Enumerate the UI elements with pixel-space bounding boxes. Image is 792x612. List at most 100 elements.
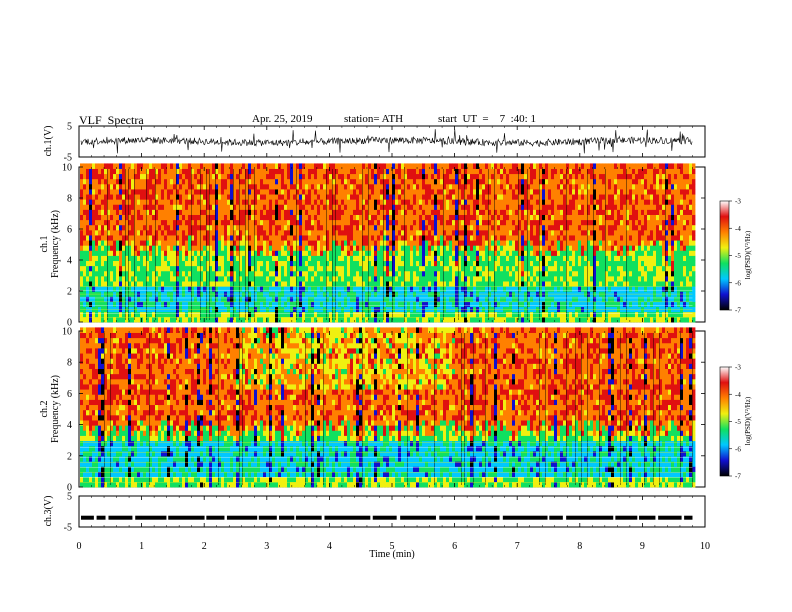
spectrogram-cell <box>452 296 456 302</box>
spectrogram-cell <box>524 199 528 205</box>
spectrogram-cell <box>419 301 423 308</box>
spectrogram-cell <box>464 260 468 267</box>
spectrogram-cell <box>266 255 270 262</box>
spectrogram-cell <box>377 199 381 205</box>
spectrogram-cell <box>314 224 318 231</box>
spectrogram-cell <box>482 229 486 236</box>
spectrogram-cell <box>95 229 99 236</box>
spectrogram-cell <box>296 265 300 272</box>
spectrogram-cell <box>518 275 522 282</box>
spectrogram-cell <box>527 235 531 241</box>
spectrogram-cell <box>155 286 159 292</box>
spectrogram-cell <box>260 270 264 277</box>
spectrogram-cell <box>251 178 255 185</box>
spectrogram-cell <box>440 214 444 221</box>
spectrogram-cell <box>86 209 90 215</box>
spectrogram-cell <box>548 275 552 282</box>
spectrogram-cell <box>404 189 408 195</box>
spectrogram-cell <box>182 275 186 282</box>
spectrogram-burst-line <box>215 169 216 320</box>
spectrogram-cell <box>152 311 156 318</box>
spectrogram-cell <box>173 296 177 302</box>
spectrogram-cell <box>149 189 153 195</box>
spectrogram-cell <box>503 178 507 185</box>
spectrogram-cell <box>86 311 90 318</box>
spectrogram-cell <box>233 183 237 190</box>
spectrogram-cell <box>95 219 99 226</box>
spectrogram-cell <box>503 245 507 251</box>
spectrogram-cell <box>221 281 225 287</box>
spectrogram-cell <box>554 168 558 175</box>
spectrogram-cell <box>296 204 300 210</box>
spectrogram-cell <box>230 178 234 185</box>
spectrogram-cell <box>533 189 537 195</box>
spectrogram-cell <box>242 173 246 180</box>
spectrogram-cell <box>170 286 174 292</box>
spectrogram-cell <box>281 250 285 256</box>
spectrogram-cell <box>371 189 375 195</box>
spectrogram-cell <box>260 168 264 175</box>
spectrogram-cell <box>404 260 408 267</box>
spectrogram-cell <box>551 245 555 251</box>
spectrogram-cell <box>530 183 534 190</box>
spectrogram-cell <box>98 245 102 251</box>
spectrogram-cell <box>485 214 489 221</box>
spectrogram-cell <box>362 245 366 251</box>
spectrogram-cell <box>368 204 372 210</box>
spectrogram-cell <box>542 235 546 241</box>
spectrogram-cell <box>287 183 291 190</box>
spectrogram-cell <box>293 296 297 302</box>
spectrogram-cell <box>398 219 402 226</box>
spectrogram-cell <box>158 265 162 272</box>
spectrogram-cell <box>89 214 93 221</box>
spectrogram-cell <box>104 183 108 190</box>
spectrogram-cell <box>557 219 561 226</box>
spectrogram-cell <box>296 189 300 195</box>
spectrogram-burst-line <box>326 169 327 320</box>
spectrogram-cell <box>302 265 306 272</box>
spectrogram-cell <box>161 270 165 277</box>
spectrogram-cell <box>485 168 489 175</box>
spectrogram-cell <box>272 183 276 190</box>
spectrogram-cell <box>443 199 447 205</box>
spectrogram-cell <box>299 265 303 272</box>
spectrogram-cell <box>293 199 297 205</box>
spectrogram-cell <box>107 204 111 210</box>
spectrogram-cell <box>482 199 486 205</box>
spectrogram-cell <box>512 265 516 272</box>
spectrogram-cell <box>107 260 111 267</box>
spectrogram-cell <box>275 316 279 323</box>
spectrogram-cell <box>353 260 357 267</box>
spectrogram-cell <box>326 214 330 221</box>
spectrogram-cell <box>113 204 117 210</box>
spectrogram-cell <box>155 209 159 215</box>
spectrogram-cell <box>326 255 330 262</box>
spectrogram-cell <box>284 316 288 323</box>
spectrogram-cell <box>308 229 312 236</box>
spectrogram-cell <box>110 214 114 221</box>
spectrogram-cell <box>494 229 498 236</box>
spectrogram-cell <box>521 255 525 262</box>
spectrogram-cell <box>80 178 84 185</box>
spectrogram-cell <box>254 301 258 308</box>
spectrogram-cell <box>416 245 420 251</box>
spectrogram-cell <box>398 260 402 267</box>
spectrogram-cell <box>80 265 84 272</box>
spectrogram-cell <box>248 178 252 185</box>
spectrogram-cell <box>290 189 294 195</box>
spectrogram-cell <box>260 296 264 302</box>
spectrogram-cell <box>353 183 357 190</box>
spectrogram-cell <box>344 199 348 205</box>
spectrogram-cell <box>395 214 399 221</box>
spectrogram-cell <box>500 316 504 323</box>
spectrogram-cell <box>92 260 96 267</box>
spectrogram-cell <box>392 281 396 287</box>
spectrogram-cell <box>233 296 237 302</box>
spectrogram-cell <box>266 163 270 169</box>
spectrogram-cell <box>203 265 207 272</box>
spectrogram-cell <box>413 183 417 190</box>
spectrogram-cell <box>173 250 177 256</box>
spectrogram-cell <box>107 199 111 205</box>
spectrogram-cell <box>230 275 234 282</box>
spectrogram-cell <box>488 275 492 282</box>
